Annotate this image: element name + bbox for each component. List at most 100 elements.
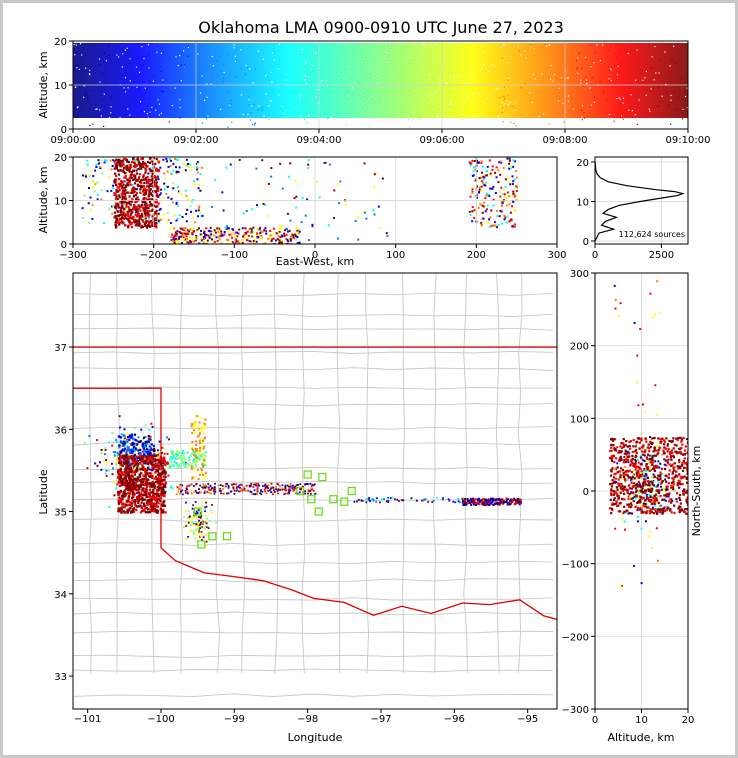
plan-view-source-point [461,501,464,504]
lma-station-marker [296,486,305,496]
plan-view-source-point [147,502,150,505]
ns-source-point [648,454,651,457]
ew-source-point [499,173,502,176]
ns-source-point [622,478,625,481]
ew-source-point [143,191,146,194]
time-height-source-point [409,57,411,59]
ew-source-point [114,197,118,200]
plan-view-source-point [515,501,518,504]
ew-source-point [147,193,150,196]
ew-source-point [244,227,247,230]
plan-view-x-ticks: −101 −100 −99 −98 −97 −96 −95 [74,709,538,725]
ew-source-point [194,239,197,242]
time-height-source-point [326,117,329,120]
ew-source-point [200,229,203,232]
plan-view-x-tick-label: −96 [444,714,465,725]
ew-source-point [143,210,147,213]
time-height-source-point [263,115,265,117]
plan-view-source-point [148,494,152,497]
plan-view-source-point [140,472,143,475]
plan-view-source-point [141,496,144,500]
plan-view-source-point [150,448,153,451]
time-height-source-point [622,118,624,120]
plan-view-source-point [198,519,200,522]
time-height-source-point [655,72,657,74]
plan-view-source-point [313,493,316,495]
plan-view-source-point [144,455,148,458]
ns-source-point [649,468,652,471]
ew-source-point [169,227,172,230]
ew-source-point [151,222,154,226]
ew-source-point [133,161,136,164]
plan-view-source-point [151,506,154,509]
time-height-source-point [242,113,244,116]
plan-view-source-point [227,485,230,488]
ew-source-point [130,170,134,174]
time-height-source-point [373,73,375,75]
ew-source-point [262,202,265,205]
ns-source-point [662,490,665,493]
time-height-source-point [162,90,165,92]
ns-source-point [661,512,664,515]
ew-source-point [141,185,144,188]
time-height-source-point [410,90,412,92]
time-height-source-point [270,100,272,102]
time-height-source-point [362,104,364,106]
plan-view-source-point [160,494,163,497]
ew-source-point [153,225,156,228]
plan-view-source-point [151,463,154,467]
time-height-source-point [330,116,332,118]
ew-source-point [294,235,297,238]
time-height-source-point [254,124,256,126]
time-height-source-point [304,63,306,65]
ew-source-point [508,162,511,165]
plan-view-source-point [462,499,465,502]
time-height-source-point [138,71,141,73]
time-height-source-point [558,54,560,56]
plan-view-source-point [277,492,280,495]
plan-view-source-point [211,512,214,514]
ew-source-point [119,182,122,185]
ew-source-point [187,233,190,236]
time-height-source-point [157,45,159,47]
plan-view-source-point [126,440,129,443]
time-height-source-point [315,73,317,75]
ns-source-point [659,504,662,507]
time-height-source-point [609,68,612,70]
plan-view-source-point [185,510,187,513]
ew-source-point [157,202,160,205]
time-height-source-point [566,77,568,79]
plan-view-source-point [131,489,134,492]
time-height-source-point [227,90,229,92]
ns-source-point [611,439,615,442]
plan-view-source-point [132,507,135,510]
plan-view-source-point [152,449,155,453]
ns-source-point [662,509,665,512]
ew-source-point [214,231,217,234]
time-height-source-point [148,67,150,69]
time-height-source-point [557,80,559,82]
plan-view-source-point [311,488,314,491]
plan-view-source-point [137,462,140,465]
ew-source-point [142,209,145,212]
ns-source-point [679,451,682,454]
ns-source-point [609,456,612,460]
time-height-source-point [407,58,410,60]
ew-source-point [236,231,239,234]
ew-source-point [192,240,195,243]
ns-source-point [617,510,620,513]
county-line [73,560,554,565]
plan-view-source-point [125,441,128,444]
plan-view-source-point [150,457,153,461]
plan-view-source-point [293,488,296,491]
ew-source-point [254,241,257,244]
time-height-source-point [240,49,242,51]
ew-source-point [130,208,133,212]
ns-source-point [671,451,674,454]
plan-view-source-point [298,488,301,490]
plan-view-source-point [126,432,129,435]
ew-source-point [260,234,263,237]
plan-view-source-point [494,502,497,505]
time-height-source-point [305,82,307,84]
ew-source-point [166,221,169,224]
